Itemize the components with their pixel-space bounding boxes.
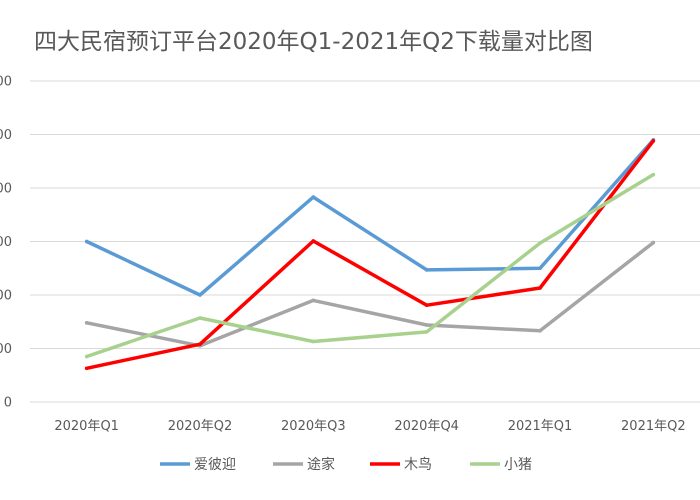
series-途家: [84, 240, 656, 348]
legend-item: 爱彼迎: [160, 457, 236, 473]
y-tick-label: 00: [0, 235, 12, 250]
data-point: [311, 298, 316, 303]
legend-item: 途家: [273, 456, 335, 473]
y-axis-ticks: 0000000000000: [0, 75, 12, 411]
data-point: [84, 354, 89, 359]
legend: 爱彼迎 途家 木鸟 小猪: [160, 456, 532, 473]
y-tick-label: 00: [0, 128, 12, 143]
legend-label: 爱彼迎: [194, 457, 236, 473]
series-line: [84, 139, 656, 371]
data-point: [311, 239, 316, 243]
series-line: [84, 172, 656, 359]
x-tick-label: 2021年Q1: [508, 419, 573, 434]
x-axis-ticks: 2020年Q1 2020年Q2 2020年Q3 2020年Q4 2021年Q1 2021年…: [54, 419, 685, 434]
grid-layer: [30, 80, 700, 403]
data-point: [538, 241, 542, 245]
legend-item: 小猪: [470, 457, 532, 473]
series-爱彼迎: [84, 138, 656, 297]
series-line: [84, 240, 656, 348]
y-tick-label: 00: [0, 75, 12, 90]
data-point: [651, 172, 656, 177]
data-point: [84, 366, 89, 371]
data-point: [651, 139, 656, 143]
y-tick-label: 0: [4, 396, 12, 411]
data-point: [424, 330, 429, 334]
data-point: [538, 286, 542, 290]
legend-label: 小猪: [504, 457, 532, 473]
legend-item: 木鸟: [370, 457, 432, 473]
data-point: [651, 240, 656, 245]
data-point: [198, 342, 202, 347]
series-line: [84, 138, 656, 297]
x-tick-label: 2020年Q1: [54, 419, 119, 434]
data-point: [424, 323, 429, 327]
data-point: [84, 321, 89, 325]
series-木鸟: [84, 139, 656, 371]
data-point: [84, 239, 89, 244]
chart-title: 四大民宿预订平台2020年Q1-2021年Q2下载量对比图: [34, 29, 593, 55]
y-tick-label: 00: [0, 182, 12, 197]
x-tick-label: 2020年Q3: [281, 419, 346, 434]
x-tick-label: 2020年Q2: [168, 419, 233, 434]
x-tick-label: 2020年Q4: [394, 419, 459, 434]
legend-label: 木鸟: [404, 457, 432, 473]
x-tick-label: 2021年Q2: [621, 419, 686, 434]
data-point: [311, 339, 316, 344]
series-小猪: [84, 172, 656, 359]
data-point: [311, 195, 316, 199]
data-point: [198, 293, 202, 297]
data-point: [424, 268, 429, 272]
legend-label: 途家: [307, 456, 335, 473]
data-point: [538, 329, 542, 333]
data-point: [198, 316, 202, 320]
series-layer: [84, 138, 656, 371]
y-tick-label: 00: [0, 289, 12, 304]
y-tick-label: 00: [0, 342, 12, 357]
data-point: [424, 303, 429, 307]
data-point: [538, 266, 542, 271]
